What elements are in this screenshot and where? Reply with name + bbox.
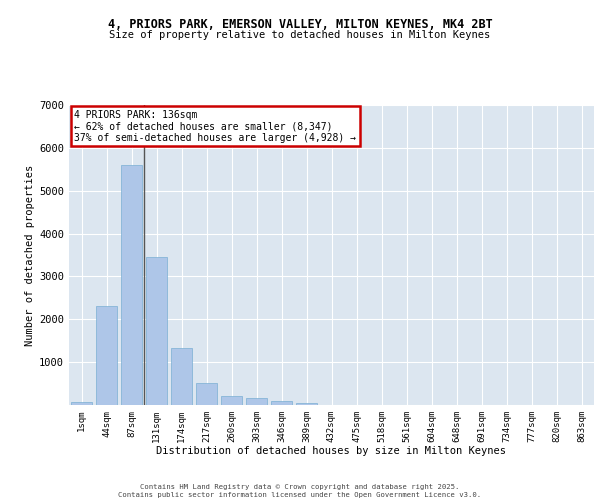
Text: Size of property relative to detached houses in Milton Keynes: Size of property relative to detached ho…: [109, 30, 491, 40]
Bar: [146, 257, 167, 405]
Bar: [221, 396, 242, 405]
X-axis label: Distribution of detached houses by size in Milton Keynes: Distribution of detached houses by size …: [157, 446, 506, 456]
Text: 4 PRIORS PARK: 136sqm
← 62% of detached houses are smaller (8,347)
37% of semi-d: 4 PRIORS PARK: 136sqm ← 62% of detached …: [74, 110, 356, 142]
Text: Contains HM Land Registry data © Crown copyright and database right 2025.
Contai: Contains HM Land Registry data © Crown c…: [118, 484, 482, 498]
Bar: [246, 398, 267, 405]
Bar: [271, 401, 292, 405]
Bar: [296, 403, 317, 405]
Bar: [121, 165, 142, 405]
Bar: [196, 382, 217, 405]
Bar: [71, 402, 92, 405]
Bar: [96, 306, 117, 405]
Y-axis label: Number of detached properties: Number of detached properties: [25, 164, 35, 346]
Text: 4, PRIORS PARK, EMERSON VALLEY, MILTON KEYNES, MK4 2BT: 4, PRIORS PARK, EMERSON VALLEY, MILTON K…: [107, 18, 493, 30]
Bar: [171, 348, 192, 405]
